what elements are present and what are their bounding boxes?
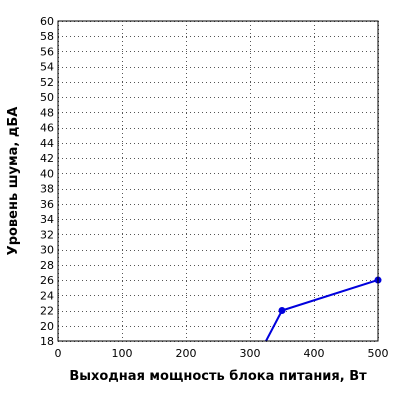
y-tick-label: 38 bbox=[40, 183, 54, 196]
y-tick-label: 32 bbox=[40, 228, 54, 241]
data-point bbox=[278, 307, 286, 315]
y-tick-label: 46 bbox=[40, 122, 54, 135]
y-tick-label: 54 bbox=[40, 61, 54, 74]
x-tick-label: 200 bbox=[176, 347, 197, 360]
y-tick-label: 30 bbox=[40, 244, 54, 257]
x-tick-label: 300 bbox=[240, 347, 261, 360]
x-tick-label: 100 bbox=[112, 347, 133, 360]
y-tick-label: 56 bbox=[40, 45, 54, 58]
grid bbox=[58, 21, 379, 342]
x-tick-label: 400 bbox=[304, 347, 325, 360]
y-tick-label: 50 bbox=[40, 91, 54, 104]
y-tick-label: 34 bbox=[40, 213, 54, 226]
y-tick-label: 60 bbox=[40, 15, 54, 28]
y-tick-label: 40 bbox=[40, 167, 54, 180]
y-tick-label: 58 bbox=[40, 30, 54, 43]
y-tick-label: 26 bbox=[40, 274, 54, 287]
y-tick-label: 24 bbox=[40, 289, 54, 302]
x-axis-title: Выходная мощность блока питания, Вт bbox=[69, 369, 367, 384]
y-tick-label: 44 bbox=[40, 137, 54, 150]
y-tick-label: 48 bbox=[40, 106, 54, 119]
y-tick-labels: 18 20 22 24 26 28 30 32 34 36 38 40 42 44 46 48 50 52 54 56… bbox=[40, 15, 54, 348]
y-tick-label: 18 bbox=[40, 335, 54, 348]
x-tick-labels: 0 100 200 300 400 500 bbox=[55, 347, 389, 360]
x-tick-label: 500 bbox=[368, 347, 389, 360]
y-tick-label: 52 bbox=[40, 76, 54, 89]
y-tick-label: 42 bbox=[40, 152, 54, 165]
x-tick-label: 0 bbox=[55, 347, 62, 360]
plot-frame bbox=[57, 20, 379, 342]
y-tick-label: 22 bbox=[40, 305, 54, 318]
y-tick-label: 20 bbox=[40, 320, 54, 333]
y-tick-label: 28 bbox=[40, 259, 54, 272]
y-axis-title: Уровень шума, дБА bbox=[6, 107, 21, 256]
y-tick-label: 36 bbox=[40, 198, 54, 211]
